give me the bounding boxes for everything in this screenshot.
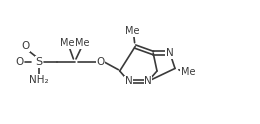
Text: N: N: [144, 76, 152, 86]
Text: N: N: [166, 48, 174, 58]
Text: Me: Me: [125, 26, 140, 36]
Text: O: O: [96, 57, 105, 67]
Text: Me: Me: [75, 38, 90, 48]
Text: S: S: [35, 57, 42, 67]
Text: N: N: [125, 76, 133, 86]
Text: O: O: [15, 57, 23, 67]
Text: Me: Me: [181, 67, 195, 77]
Text: Me: Me: [60, 38, 74, 48]
Text: NH₂: NH₂: [29, 75, 49, 85]
Text: O: O: [21, 41, 29, 51]
